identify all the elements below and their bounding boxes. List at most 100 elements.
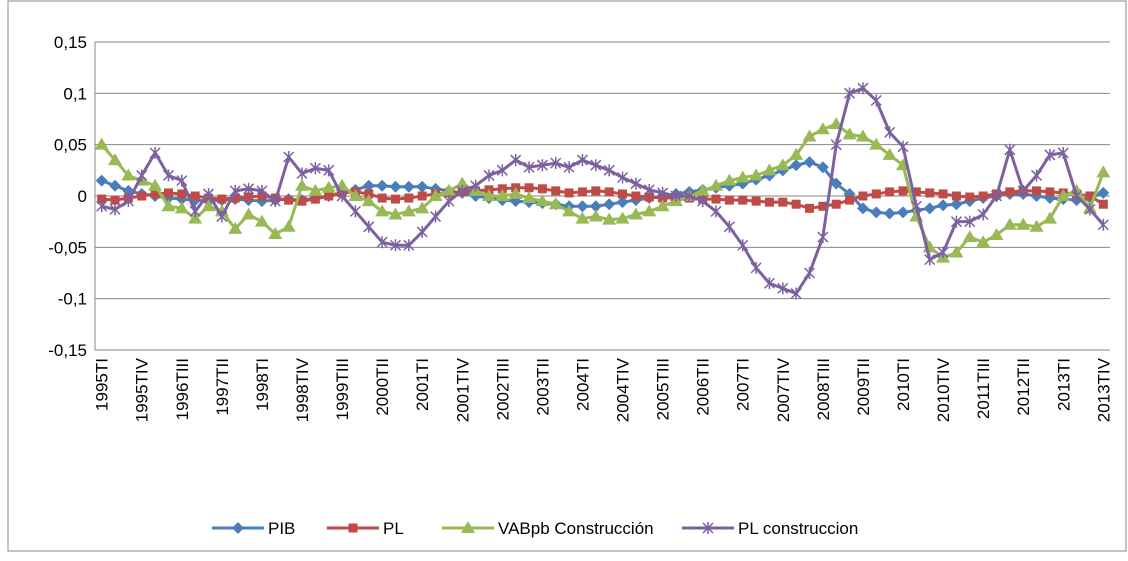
- marker: [763, 277, 775, 290]
- x-tick-label: 1998TIV: [293, 357, 312, 422]
- marker: [591, 186, 601, 196]
- marker: [710, 205, 722, 218]
- marker: [508, 186, 523, 199]
- marker: [749, 168, 764, 181]
- marker: [109, 203, 121, 216]
- marker: [550, 157, 562, 170]
- marker: [269, 195, 281, 208]
- marker: [163, 188, 173, 198]
- x-tick-label: 2013TIV: [1094, 357, 1113, 422]
- series-line: [101, 86, 1105, 296]
- marker: [1004, 143, 1016, 156]
- marker: [990, 190, 1003, 202]
- marker: [577, 187, 587, 197]
- x-tick-label: 2002TIII: [493, 358, 512, 420]
- marker: [174, 201, 189, 214]
- marker: [845, 195, 855, 205]
- marker: [283, 150, 295, 163]
- marker: [376, 236, 388, 249]
- marker: [162, 169, 174, 182]
- marker: [616, 196, 629, 209]
- marker: [94, 137, 109, 150]
- marker: [415, 201, 430, 214]
- marker: [737, 239, 749, 252]
- marker: [229, 184, 241, 197]
- marker: [657, 186, 669, 199]
- marker: [150, 189, 160, 199]
- marker: [1098, 199, 1108, 209]
- series-line: [101, 160, 1104, 215]
- marker: [323, 164, 335, 177]
- marker: [964, 215, 976, 228]
- marker: [1042, 211, 1057, 224]
- marker: [923, 202, 936, 215]
- series-line: [100, 122, 1105, 260]
- x-tick-label: 2013TI: [1054, 358, 1073, 411]
- marker: [161, 199, 176, 212]
- marker: [642, 204, 657, 217]
- marker: [870, 206, 883, 219]
- marker: [978, 191, 988, 201]
- y-tick-label: -0,1: [58, 290, 87, 309]
- marker: [695, 183, 710, 196]
- y-tick-label: 0,05: [54, 136, 87, 155]
- marker: [348, 189, 363, 201]
- marker: [750, 261, 762, 274]
- marker: [416, 225, 428, 238]
- marker: [551, 186, 561, 196]
- legend-label: PL construccion: [738, 519, 858, 538]
- marker: [228, 221, 243, 234]
- marker: [844, 87, 856, 100]
- marker: [871, 189, 881, 199]
- marker: [1097, 218, 1109, 231]
- marker: [137, 191, 147, 201]
- x-tick-label: 2004TI: [573, 358, 592, 411]
- marker: [403, 239, 415, 252]
- marker: [589, 200, 602, 213]
- marker: [644, 192, 654, 202]
- marker: [775, 158, 790, 171]
- marker: [430, 210, 442, 223]
- marker: [1084, 203, 1096, 216]
- y-tick-label: -0,05: [48, 238, 87, 257]
- marker: [563, 161, 575, 174]
- marker: [924, 253, 936, 266]
- x-tick-label: 2000TII: [373, 358, 392, 416]
- marker: [855, 129, 870, 142]
- marker: [189, 205, 201, 218]
- marker: [937, 246, 949, 259]
- marker: [470, 179, 482, 192]
- marker: [830, 177, 843, 190]
- marker: [735, 170, 750, 183]
- marker: [722, 173, 737, 186]
- marker: [885, 187, 895, 197]
- marker: [898, 186, 908, 196]
- marker: [590, 159, 602, 172]
- marker: [884, 126, 896, 139]
- marker: [1016, 217, 1031, 230]
- legend-label: PL: [383, 519, 404, 538]
- marker: [603, 198, 616, 211]
- marker: [201, 199, 216, 212]
- marker: [348, 523, 358, 533]
- marker: [588, 209, 603, 222]
- marker: [389, 239, 402, 252]
- x-tick-label: 2010TIV: [934, 357, 953, 422]
- series: [96, 82, 1109, 300]
- y-tick-label: -0,15: [48, 341, 87, 360]
- marker: [1085, 191, 1095, 201]
- marker: [910, 200, 922, 213]
- x-tick-label: 2009TII: [854, 358, 873, 416]
- marker: [1032, 186, 1042, 196]
- marker: [1017, 184, 1029, 197]
- marker: [324, 191, 334, 201]
- marker: [136, 169, 148, 182]
- marker: [364, 189, 374, 199]
- marker: [254, 214, 269, 227]
- marker: [268, 226, 283, 239]
- marker: [655, 199, 670, 212]
- marker: [377, 193, 387, 203]
- marker: [802, 129, 817, 142]
- marker: [856, 202, 869, 215]
- x-tick-label: 2007TI: [734, 358, 753, 411]
